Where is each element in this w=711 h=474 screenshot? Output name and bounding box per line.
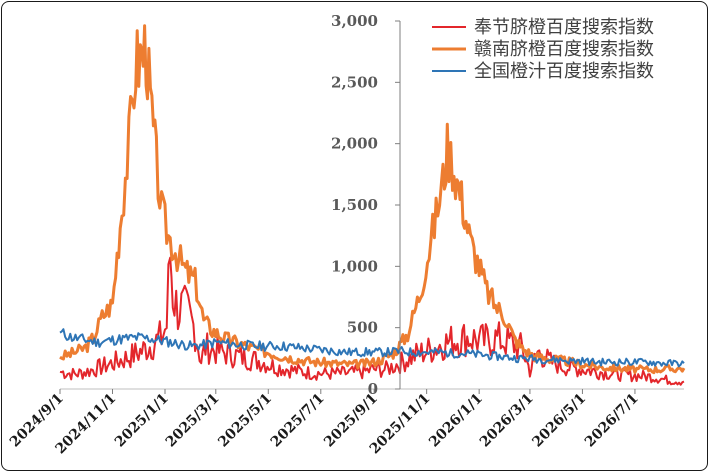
x-tick-label: 2026/5/1: [529, 391, 589, 451]
y-tick-label: 2,500: [331, 73, 378, 91]
x-tick-label: 2025/1/1: [112, 391, 172, 451]
y-tick-label: 0: [368, 380, 378, 398]
x-tick-label: 2025/7/1: [268, 391, 328, 451]
x-tick-label: 2026/3/1: [477, 391, 537, 451]
y-tick-label: 3,000: [331, 12, 378, 30]
legend-label: 全国橙汁百度搜索指数: [474, 61, 654, 82]
x-tick-label: 2025/5/1: [215, 391, 275, 451]
y-tick-label: 2,000: [331, 135, 378, 153]
x-tick-label: 2025/3/1: [163, 391, 223, 451]
x-tick-label: 2026/7/1: [582, 391, 642, 451]
y-tick-label: 500: [347, 319, 378, 337]
y-tick-label: 1,500: [331, 196, 378, 214]
y-tick-label: 1,000: [331, 257, 378, 275]
series-layer: [59, 24, 686, 386]
legend-label: 奉节脐橙百度搜索指数: [474, 17, 654, 38]
legend-label: 赣南脐橙百度搜索指数: [474, 39, 654, 60]
series-line-1: [59, 256, 685, 386]
series-line-3: [59, 328, 685, 368]
x-tick-label: 2026/1/1: [426, 391, 486, 451]
